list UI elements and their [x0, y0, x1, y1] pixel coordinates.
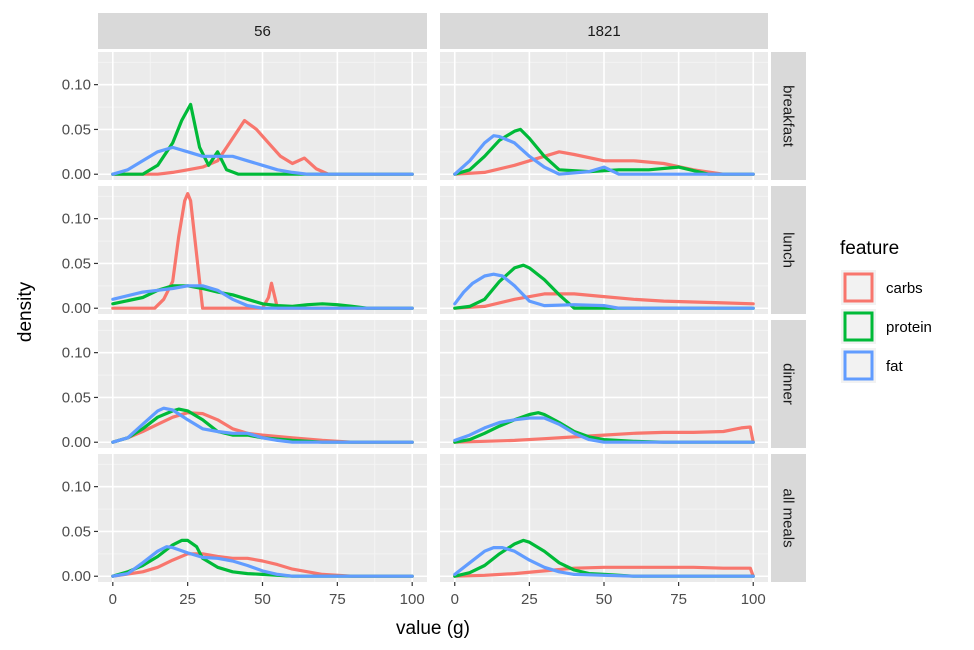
y-tick-label: 0.10	[62, 211, 91, 228]
x-tick-label: 25	[179, 591, 196, 608]
column-strip	[98, 13, 427, 49]
x-tick-label: 0	[109, 591, 117, 608]
density-line-carbs-56-lunch	[111, 192, 414, 310]
legend-entry-fat: fat	[841, 348, 904, 383]
density-line-carbs-1821-all-meals	[453, 565, 755, 578]
legend-key-swatch	[843, 311, 874, 342]
y-tick-label: 0.05	[62, 121, 91, 138]
panels-layer	[98, 52, 768, 582]
density-line-carbs-56-breakfast	[111, 118, 414, 176]
density-line-fat-56-breakfast	[111, 145, 414, 176]
legend-key-background	[841, 348, 876, 383]
density-line-fat-1821-lunch	[453, 272, 755, 310]
row-strip-label: dinner	[780, 363, 797, 405]
y-tick-label: 0.00	[62, 434, 91, 451]
row-strip-label: breakfast	[780, 85, 797, 148]
density-line-fat-1821-dinner	[453, 416, 755, 444]
legend-label: carbs	[886, 280, 923, 297]
row-strip	[771, 320, 806, 448]
legend-label: fat	[886, 358, 904, 375]
row-strip-label: all meals	[780, 488, 797, 547]
density-line-protein-1821-breakfast	[453, 127, 755, 176]
density-line-carbs-1821-lunch	[453, 292, 755, 310]
y-axis-title: density	[15, 281, 36, 342]
x-tick-label: 50	[596, 591, 613, 608]
legend-entry-carbs: carbs	[841, 270, 923, 305]
row-strip	[771, 186, 806, 314]
y-tick-label: 0.00	[62, 300, 91, 317]
legend-key-swatch	[843, 272, 874, 303]
legend-title: feature	[840, 238, 899, 259]
density-line-carbs-56-all-meals	[111, 552, 414, 578]
panel-1821-dinner	[440, 320, 768, 448]
panel-1821-lunch	[440, 186, 768, 314]
density-line-protein-1821-lunch	[453, 263, 755, 310]
legend-entry-protein: protein	[841, 309, 932, 344]
legend: feature carbs protein fat	[840, 238, 932, 383]
x-tick-label: 75	[670, 591, 687, 608]
legend-key-swatch	[843, 350, 874, 381]
legend-key-background	[841, 309, 876, 344]
y-tick-label: 0.05	[62, 389, 91, 406]
y-tick-label: 0.00	[62, 568, 91, 585]
y-tick-label: 0.10	[62, 77, 91, 94]
y-tick-label: 0.05	[62, 523, 91, 540]
row-strip	[771, 454, 806, 582]
x-tick-label: 75	[329, 591, 346, 608]
x-tick-label: 50	[254, 591, 271, 608]
column-strip-label: 56	[254, 23, 271, 40]
y-tick-label: 0.05	[62, 255, 91, 272]
legend-entries: carbs protein fat	[841, 270, 932, 383]
column-strip-label: 1821	[587, 23, 620, 40]
strips-layer: 56 1821 breakfast lunch dinner all meals	[98, 13, 806, 582]
panel-1821-breakfast	[440, 52, 768, 180]
density-line-carbs-1821-dinner	[453, 425, 755, 444]
axes-layer: 0.00 0.05 0.10 0.00 0.05 0.10 0.00 0.05 0.10 0.00…	[62, 77, 766, 608]
density-line-protein-56-breakfast	[111, 102, 414, 176]
legend-label: protein	[886, 319, 932, 336]
x-tick-label: 25	[521, 591, 538, 608]
column-strip	[440, 13, 768, 49]
x-axis-title: value (g)	[396, 618, 470, 639]
legend-key-background	[841, 270, 876, 305]
x-tick-label: 0	[451, 591, 459, 608]
density-line-fat-1821-breakfast	[453, 134, 755, 176]
row-strip-label: lunch	[780, 232, 797, 268]
density-line-fat-56-all-meals	[111, 545, 414, 578]
y-tick-label: 0.10	[62, 345, 91, 362]
density-line-fat-56-lunch	[111, 284, 414, 310]
row-strip	[771, 52, 806, 180]
panel-56-breakfast	[98, 52, 427, 180]
x-tick-label: 100	[400, 591, 425, 608]
density-line-protein-56-lunch	[111, 284, 414, 310]
density-line-fat-1821-all-meals	[453, 545, 755, 578]
x-tick-label: 100	[741, 591, 766, 608]
y-tick-label: 0.10	[62, 479, 91, 496]
y-tick-label: 0.00	[62, 166, 91, 183]
density-line-fat-56-dinner	[111, 406, 414, 444]
